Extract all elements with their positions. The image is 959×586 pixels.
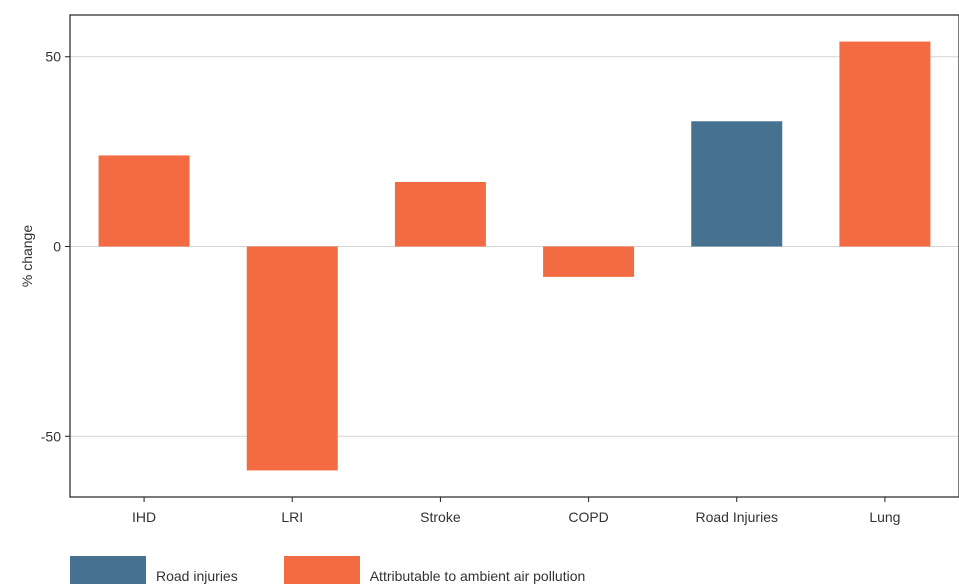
y-axis-title: % change [19,225,35,287]
x-tick-label: Road Injuries [696,509,779,525]
legend-swatch-air-pollution [283,556,360,584]
legend-swatch-road-injuries [70,556,146,584]
bars [98,41,931,471]
y-tick-label: 0 [53,239,61,255]
x-tick-label: Stroke [420,509,461,525]
y-tick-label: -50 [41,428,61,444]
bar-lri [246,246,338,471]
bar-lung [839,41,931,247]
bar-stroke [394,181,486,247]
x-tick-label: IHD [132,509,156,525]
legend-item-air-pollution: Attributable to ambient air pollution [283,556,586,584]
x-tick-label: Lung [869,509,900,525]
legend-label-air-pollution: Attributable to ambient air pollution [369,568,586,584]
bar-ihd [98,155,190,247]
legend-label-road-injuries: Road injuries [156,568,238,584]
legend-item-road-injuries: Road injuries [70,556,238,584]
legend: Road injuries Attributable to ambient ai… [70,556,585,584]
bar-copd [543,246,635,277]
y-tick-label: 50 [45,49,61,65]
grid-lines [70,56,959,437]
x-tick-label: LRI [281,509,303,525]
bar-road-injuries [691,121,783,247]
y-axis-ticks: -50 0 50 [41,49,70,444]
x-tick-label: COPD [568,509,608,525]
x-axis-ticks: IHD LRI Stroke COPD Road Injuries Lung [132,497,900,525]
plot-frame [69,14,959,498]
